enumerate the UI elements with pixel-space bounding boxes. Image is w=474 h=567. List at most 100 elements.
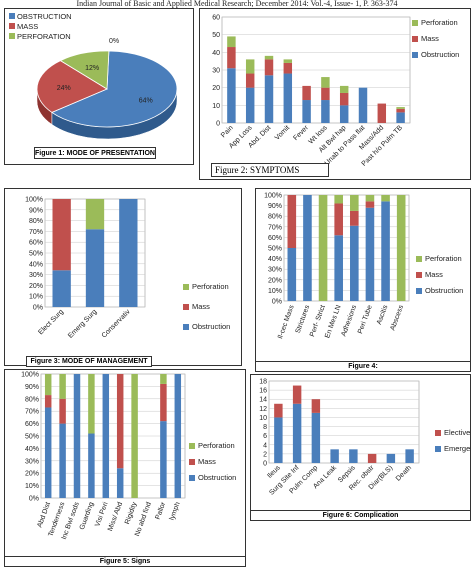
y-tick-label: 80% (268, 214, 282, 221)
y-tick-label: 10% (268, 288, 282, 295)
bar-mass (245, 73, 255, 88)
y-tick-label: 4 (263, 442, 267, 449)
legend-label-perforation: Perforation (198, 441, 235, 450)
y-tick-label: 8 (263, 424, 267, 431)
y-tick-label: 100% (21, 372, 39, 379)
y-tick-label: 50% (268, 246, 282, 253)
y-tick-label: 60% (25, 421, 39, 428)
y-tick-label: 0 (216, 121, 220, 128)
bar-obstruction (119, 199, 138, 307)
y-tick-label: 20 (212, 85, 220, 92)
legend-label-perforation: PERFORATION (17, 32, 71, 41)
bar-mass (365, 201, 375, 208)
pie-label-perforation: 12% (85, 65, 99, 72)
legend-label-obstruction: Obstruction (192, 322, 230, 331)
y-tick-label: 100% (25, 197, 43, 204)
figure-4-caption: Figure 4: (255, 361, 471, 372)
y-tick-label: 40% (268, 256, 282, 263)
legend-swatch-perforation (183, 284, 189, 290)
bar-emergency (274, 417, 283, 463)
y-tick-label: 40% (29, 261, 43, 268)
bar-obstruction (365, 207, 375, 301)
bar-obstruction (358, 87, 368, 123)
bar-obstruction (52, 270, 71, 307)
x-tick-label: Ileus (266, 464, 282, 480)
bar-emergency (405, 449, 414, 463)
bar-perforation (264, 55, 274, 60)
bar-perforation (227, 36, 236, 48)
y-tick-label: 90% (29, 207, 43, 214)
bar-obstruction (350, 225, 359, 301)
bar-perforation (365, 195, 375, 202)
legend-swatch-perforation (412, 20, 418, 26)
legend-swatch-obstruction (416, 288, 422, 294)
y-tick-label: 50% (29, 251, 43, 258)
bar-obstruction (227, 68, 236, 123)
bar-mass (59, 398, 66, 424)
figure-6-bar-chart: 0 2 4 6 8 10 12 14 16 18 Ileus Surg Site Inf Pulm Co… (250, 374, 471, 519)
legend-swatch-perforation (189, 443, 195, 449)
y-tick-label: 10% (25, 483, 39, 490)
x-tick-label: Il-cec Mass (277, 304, 296, 340)
legend-label-mass: Mass (421, 34, 439, 43)
bar-emergency (349, 449, 358, 463)
y-tick-label: 40% (25, 446, 39, 453)
bar-mass (287, 195, 297, 248)
y-tick-label: 6 (263, 433, 267, 440)
y-tick-label: 50% (25, 434, 39, 441)
y-tick-label: 60 (212, 15, 220, 22)
bar-perforation (88, 374, 95, 434)
bar-mass (52, 199, 71, 271)
figure-6-caption: Figure 6: Complication (250, 510, 471, 521)
pie-slice-perforation (59, 50, 110, 90)
pie-label-obstruction: 64% (139, 98, 153, 105)
y-tick-label: 2 (263, 451, 267, 458)
bar-obstruction (381, 201, 390, 301)
legend-swatch-mass (9, 23, 15, 29)
bar-obstruction (44, 407, 52, 498)
y-tick-label: 10% (29, 294, 43, 301)
legend-label-elective: Elective (444, 428, 470, 437)
legend-label-emergency: Emergency (444, 444, 470, 453)
bar-obstruction (303, 195, 312, 301)
bar-mass (116, 374, 124, 469)
bar-mass (377, 103, 387, 123)
y-tick-label: 30% (268, 267, 282, 274)
legend-label-mass: MASS (17, 22, 38, 31)
legend-swatch-mass (416, 272, 422, 278)
legend-swatch-perforation (9, 33, 15, 39)
bar-perforation (350, 195, 359, 211)
legend-swatch-mass (183, 304, 189, 310)
y-tick-label: 0% (33, 305, 43, 312)
legend-swatch-mass (412, 36, 418, 42)
figure-3-caption: Figure 3: MODE OF MANAGEMENT (26, 356, 152, 367)
bar-elective (367, 453, 377, 463)
bar-perforation (245, 59, 255, 74)
y-tick-label: 16 (259, 388, 267, 395)
bar-obstruction (73, 374, 81, 498)
x-tick-label: Vomit (274, 124, 291, 141)
y-tick-label: 30% (29, 272, 43, 279)
legend-label-obstruction: OBSTRUCTION (17, 12, 72, 21)
y-tick-label: 90% (268, 203, 282, 210)
legend-swatch-obstruction (189, 475, 195, 481)
y-tick-label: 0% (272, 299, 282, 306)
bar-obstruction (339, 105, 349, 123)
legend-label-obstruction: Obstruction (425, 286, 463, 295)
bar-obstruction (264, 75, 274, 123)
figure-1-caption: Figure 1: MODE OF PRESENTATION (34, 147, 156, 159)
x-tick-label: Rigidity (124, 501, 139, 525)
x-tick-label: Conservativ (101, 308, 132, 339)
figure-5-bar-chart: 0% 10% 20% 30% 40% 50% 60% 70% 80% 90% 100% Abd Dis… (4, 369, 246, 563)
figure-3-bar-chart: 0% 10% 20% 30% 40% 50% 60% 70% 80% 90% 100% Elect S… (4, 188, 242, 366)
y-tick-label: 20% (29, 283, 43, 290)
bar-obstruction (116, 468, 124, 498)
bar-obstruction (59, 423, 66, 498)
bar-obstruction (287, 248, 297, 301)
bar-perforation (44, 374, 52, 396)
bar-mass (227, 47, 236, 69)
pie-slice-mass (36, 60, 108, 113)
legend-swatch-obstruction (412, 52, 418, 58)
y-tick-label: 80% (25, 396, 39, 403)
